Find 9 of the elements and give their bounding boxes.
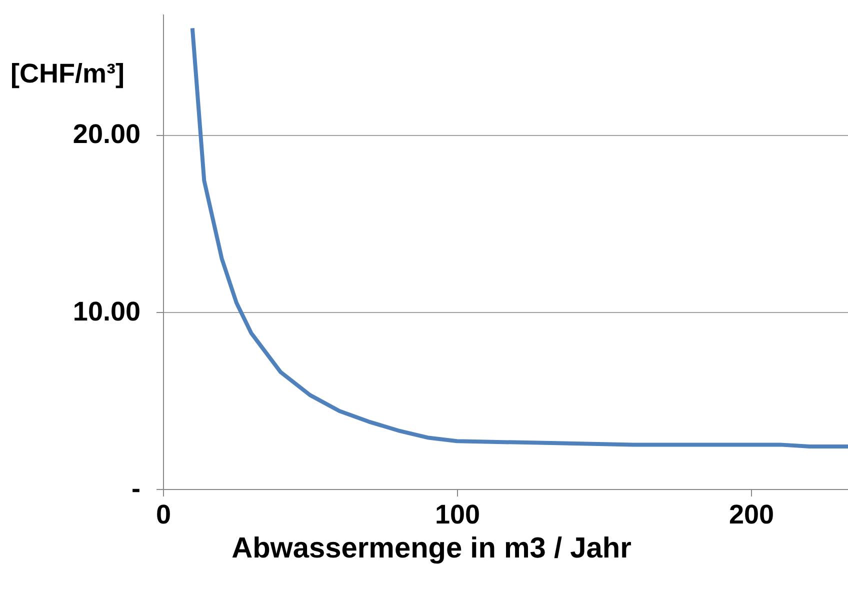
y-axis-title: [CHF/m³]: [10, 58, 124, 88]
line-series: [190, 26, 848, 448]
x-tick-label: 200: [728, 500, 774, 530]
y-tick-label: -: [132, 474, 140, 504]
x-axis-title: Abwassermenge in m3 / Jahr: [232, 532, 632, 564]
x-tick-label: 100: [434, 500, 480, 530]
x-tick-label: 0: [156, 500, 172, 530]
y-tick-label: 20.00: [72, 119, 140, 150]
y-tick-label: 10.00: [72, 296, 140, 326]
